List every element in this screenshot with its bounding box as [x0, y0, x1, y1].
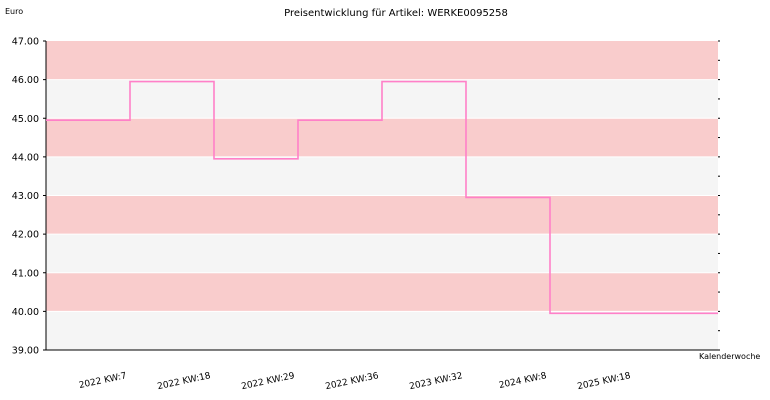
x-axis-label: Kalenderwoche — [699, 352, 760, 361]
x-tick-label: 2023 KW:32 — [409, 371, 464, 392]
x-tick-label: 2024 KW:8 — [498, 371, 548, 391]
plot-band — [46, 311, 718, 350]
plot-band — [46, 195, 718, 235]
price-series — [46, 80, 718, 315]
y-axis-label: Euro — [5, 7, 23, 16]
plot-band — [46, 41, 718, 80]
y-tick-label: 45.00 — [12, 114, 39, 125]
y-tick-label: 39.00 — [12, 346, 39, 357]
y-tick-label: 41.00 — [12, 268, 39, 279]
y-tick-label: 40.00 — [12, 307, 39, 318]
x-tick-label: 2025 KW:18 — [577, 371, 632, 392]
x-tick-label: 2022 KW:7 — [78, 371, 128, 391]
x-tick-label: 2022 KW:36 — [325, 371, 380, 392]
plot-band — [46, 234, 718, 273]
y-tick-label: 46.00 — [12, 75, 39, 86]
x-tick-label: 2022 KW:18 — [157, 371, 212, 392]
price-line — [46, 80, 718, 315]
x-tick-label: 2022 KW:29 — [241, 371, 296, 392]
y-tick-label: 43.00 — [12, 191, 39, 202]
plot-band — [46, 118, 718, 157]
y-tick-label: 47.00 — [12, 37, 39, 48]
axes — [43, 40, 720, 351]
chart-title: Preisentwicklung für Artikel: WERKE00952… — [284, 8, 508, 19]
plot-band — [46, 156, 718, 196]
y-tick-label: 44.00 — [12, 152, 39, 163]
plot-band — [46, 272, 718, 312]
y-tick-labels: 39.00 40.00 41.00 42.00 43.00 44.00 45.00 46.00… — [12, 37, 39, 357]
plot-bands — [46, 41, 718, 350]
y-tick-label: 42.00 — [12, 230, 39, 241]
x-tick-labels: 2022 KW:7 2022 KW:18 2022 KW:29 2022 KW:36 2… — [78, 371, 632, 392]
